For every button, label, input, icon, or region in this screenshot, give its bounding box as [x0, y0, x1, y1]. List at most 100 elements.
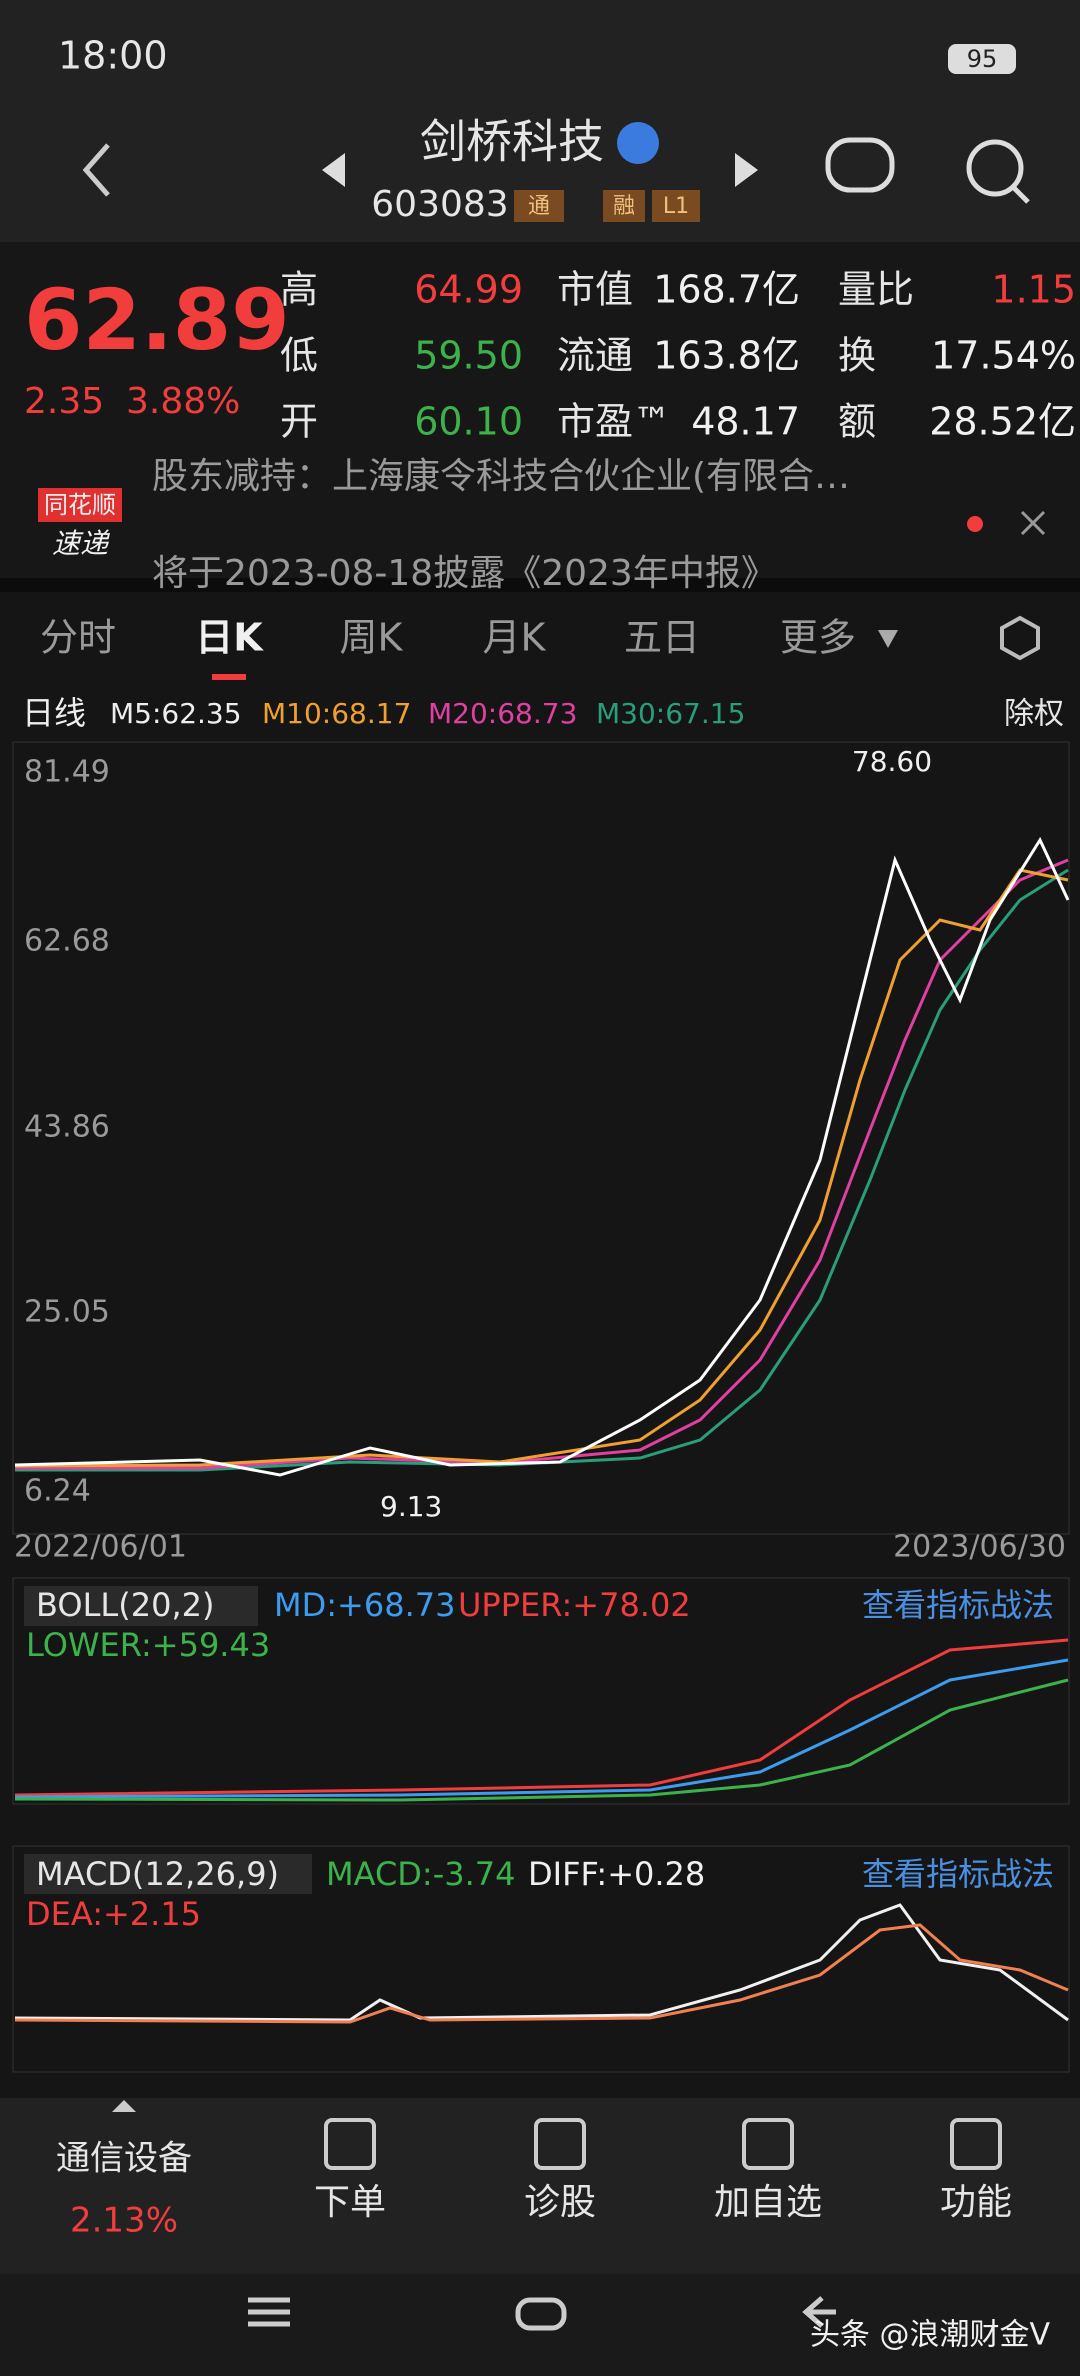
tag-text: L1	[663, 194, 689, 219]
battery-icon	[948, 44, 1016, 74]
field-value: 59.50	[414, 334, 523, 378]
kline-frame	[12, 741, 1070, 1535]
macd-dea: DEA:+2.15	[26, 1895, 201, 1933]
prev-stock[interactable]	[322, 153, 345, 187]
high-note: 78.60	[852, 745, 932, 778]
close-news[interactable]	[1020, 510, 1046, 536]
change-pct: 3.88%	[126, 381, 240, 422]
field-label: 量比	[838, 268, 914, 312]
boll-name: BOLL(20,2)	[36, 1586, 214, 1624]
back-key[interactable]	[802, 2296, 836, 2328]
tab-indicator	[212, 674, 246, 680]
field-value: 64.99	[414, 268, 523, 312]
sector-arrow	[112, 2100, 136, 2112]
nav-items: 下单 诊股 加自选 功能	[314, 2118, 1012, 2223]
next-stock[interactable]	[735, 153, 758, 187]
nav-icon	[742, 2118, 794, 2170]
tag	[603, 190, 645, 222]
boll-curves	[14, 1638, 1069, 1802]
end-date: 2023/06/30	[893, 1530, 1066, 1565]
macd-value: MACD:-3.74	[326, 1855, 516, 1893]
ma-item: M10:68.17	[262, 697, 411, 730]
tag	[514, 190, 564, 222]
ma-item: M5:62.35	[110, 697, 242, 730]
kline-curves	[14, 836, 1070, 1477]
macd-curves	[14, 1903, 1069, 2024]
tab[interactable]: 日K	[195, 616, 264, 660]
news-brand: 速递	[52, 527, 111, 560]
more-arrow	[878, 630, 898, 648]
stock-code: 603083	[371, 184, 508, 225]
field-label: 高	[280, 268, 318, 312]
adjust-button[interactable]: 除权	[1004, 697, 1064, 732]
price: 62.89	[24, 271, 290, 369]
tabs: 分时 日K 周K 月K 五日 更多	[40, 616, 856, 660]
unread-dot	[967, 516, 983, 532]
field-label: 市值	[557, 268, 633, 312]
field-label: 开	[280, 400, 318, 444]
field-value: 28.52亿	[929, 400, 1076, 444]
macd-select[interactable]	[24, 1854, 312, 1894]
start-date: 2022/06/01	[14, 1530, 187, 1565]
nav-label[interactable]: 下单	[314, 2182, 386, 2223]
news-line: 股东减持：上海康令科技合伙企业(有限合…	[152, 456, 850, 497]
search-handle	[1012, 186, 1030, 204]
system-nav	[0, 2274, 1080, 2376]
price-label: 6.24	[24, 1474, 91, 1509]
nav-icon	[324, 2118, 376, 2170]
ma-item: M20:68.73	[428, 697, 577, 730]
price-labels: 81.49 62.68 43.86 25.05 6.24	[24, 755, 110, 1509]
tab[interactable]: 更多	[780, 616, 856, 660]
field-value: 17.54%	[931, 334, 1076, 378]
field-label: 流通	[557, 334, 633, 378]
home-key[interactable]	[515, 2297, 567, 2331]
search-button[interactable]	[966, 139, 1024, 197]
tag	[652, 190, 700, 222]
tab[interactable]: 分时	[40, 616, 116, 660]
battery: 95	[967, 45, 998, 73]
nav-label[interactable]: 功能	[940, 2182, 1012, 2223]
divider	[0, 578, 1080, 592]
tag-text: 通	[528, 194, 550, 219]
field-value: 60.10	[414, 400, 523, 444]
nav-icon	[950, 2118, 1002, 2170]
news-brand: 同花顺	[44, 491, 116, 519]
sector-name[interactable]: 通信设备	[56, 2139, 192, 2179]
ma-legend: 日线 M5:62.35 M10:68.17 M20:68.73 M30:67.15	[22, 694, 745, 732]
menu-key[interactable]	[248, 2297, 290, 2327]
tab[interactable]: 月K	[483, 616, 547, 660]
field-label: 市盈™	[557, 400, 671, 444]
verified-badge	[617, 122, 659, 164]
macd-link[interactable]: 查看指标战法	[862, 1855, 1054, 1893]
field-value: 163.8亿	[653, 334, 800, 378]
macd-diff: DIFF:+0.28	[528, 1855, 705, 1893]
sector-pct: 2.13%	[70, 2201, 178, 2241]
tab[interactable]: 五日	[624, 616, 700, 660]
price-label: 25.05	[24, 1295, 110, 1330]
boll-select[interactable]	[24, 1586, 258, 1626]
time: 18:00	[58, 34, 168, 78]
news-line: 将于2023-08-18披露《2023年中报》	[152, 553, 777, 594]
field-label: 低	[280, 334, 318, 378]
settings-button[interactable]	[1000, 615, 1040, 661]
macd-frame	[12, 1845, 1070, 2073]
boll-link[interactable]: 查看指标战法	[862, 1586, 1054, 1624]
tab[interactable]: 周K	[340, 616, 404, 660]
field-value: 168.7亿	[653, 268, 800, 312]
nav-label[interactable]: 诊股	[524, 2182, 596, 2223]
watermark: 头条 @浪潮财金V	[810, 2318, 1051, 2353]
robot-button[interactable]	[825, 137, 895, 193]
news-logo	[38, 488, 122, 522]
back-button[interactable]	[82, 143, 110, 197]
field-value: 48.17	[691, 400, 800, 444]
nav-icon	[534, 2118, 586, 2170]
boll-frame	[12, 1577, 1070, 1805]
boll-lower: LOWER:+59.43	[26, 1626, 270, 1664]
field-label: 换	[838, 334, 876, 378]
nav-label[interactable]: 加自选	[714, 2182, 822, 2223]
low-note: 9.13	[380, 1490, 442, 1523]
macd-name: MACD(12,26,9)	[36, 1855, 279, 1893]
